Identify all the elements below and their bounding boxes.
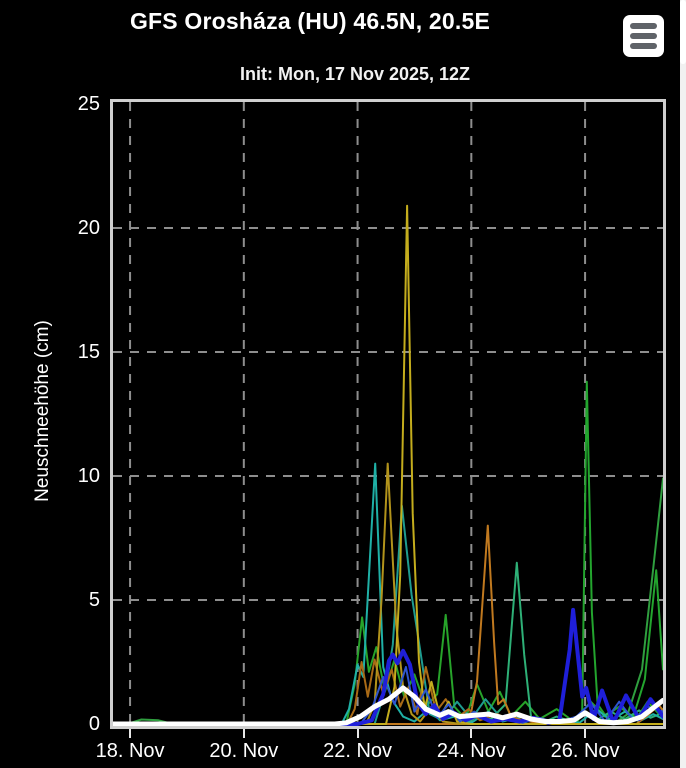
series-member-green-1 — [113, 613, 663, 725]
init-subtitle: Init: Mon, 17 Nov 2025, 12Z — [239, 64, 471, 84]
menu-button[interactable] — [623, 15, 664, 57]
y-tick-label: 15 — [77, 341, 100, 363]
hamburger-icon — [630, 43, 657, 49]
chart-canvas — [113, 102, 663, 726]
y-tick-label: 5 — [88, 589, 100, 611]
scrollbar-thumb[interactable] — [680, 0, 686, 64]
y-tick-label: 25 — [77, 93, 100, 115]
x-tick-mark — [356, 729, 359, 738]
hamburger-icon — [630, 23, 657, 29]
hamburger-icon — [630, 33, 657, 39]
scrollbar-track[interactable] — [680, 0, 686, 768]
y-tick-label: 0 — [88, 713, 100, 735]
series-member-orange-1 — [113, 524, 663, 725]
x-tick-label: 26. Nov — [550, 740, 620, 762]
x-tick-mark — [584, 729, 587, 738]
y-tick-label: 10 — [77, 465, 100, 487]
x-tick-label: 18. Nov — [95, 740, 165, 762]
chart-plot-area — [110, 99, 666, 729]
page-title: GFS Orosháza (HU) 46.5N, 20.5E — [129, 8, 491, 34]
x-tick-mark — [129, 729, 132, 738]
x-tick-label: 24. Nov — [436, 740, 506, 762]
x-tick-label: 22. Nov — [323, 740, 393, 762]
series-control-run-blue — [113, 607, 663, 726]
series-member-yellow-peak21 — [113, 204, 663, 725]
y-tick-label: 20 — [77, 217, 100, 239]
series-ensemble-mean-white — [113, 685, 663, 726]
x-tick-label: 20. Nov — [209, 740, 279, 762]
x-tick-mark — [242, 729, 245, 738]
x-tick-mark — [470, 729, 473, 738]
